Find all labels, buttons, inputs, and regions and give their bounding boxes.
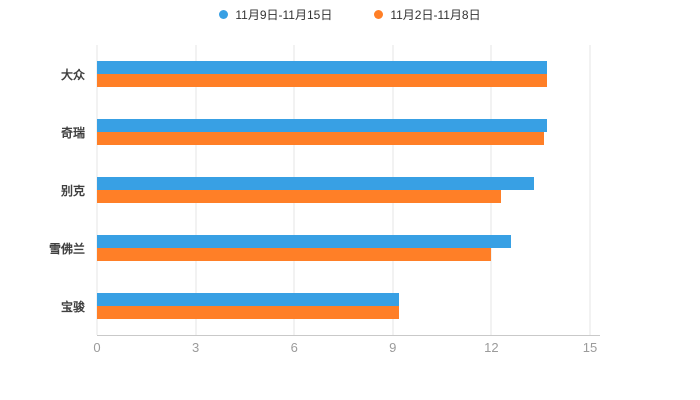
legend-dot-blue-icon (219, 10, 229, 19)
legend-item-week2[interactable]: 11月9日-11月15日 (219, 6, 332, 23)
x-axis-line (97, 335, 600, 336)
bar[interactable] (97, 306, 400, 319)
bar[interactable] (97, 61, 548, 74)
category-row: 大众 (0, 45, 590, 103)
bar-group (97, 293, 590, 319)
bar-group (97, 119, 590, 145)
bar[interactable] (97, 74, 548, 87)
x-tick-label: 12 (484, 340, 499, 355)
category-label: 雪佛兰 (48, 241, 85, 256)
bar-group (97, 61, 590, 87)
bar[interactable] (97, 177, 535, 190)
x-tick-label: 9 (389, 340, 397, 355)
x-tick-label: 15 (582, 340, 598, 355)
bar[interactable] (97, 132, 544, 145)
category-row: 别克 (0, 161, 590, 219)
bar[interactable] (97, 248, 492, 261)
bar[interactable] (97, 190, 502, 203)
category-label: 大众 (60, 67, 85, 82)
x-tick-label: 6 (290, 340, 298, 355)
bar[interactable] (97, 235, 512, 248)
x-tick-label: 3 (191, 340, 200, 355)
category-label: 别克 (60, 183, 85, 198)
bar[interactable] (97, 293, 400, 306)
category-row: 奇瑞 (0, 103, 590, 161)
x-tick-label: 0 (93, 340, 101, 355)
gridline (589, 45, 591, 335)
legend: 11月9日-11月15日 11月2日-11月8日 (0, 6, 700, 23)
legend-label-week1: 11月2日-11月8日 (390, 8, 481, 22)
legend-dot-orange-icon (374, 10, 384, 19)
category-label: 奇瑞 (60, 125, 85, 140)
legend-label-week2: 11月9日-11月15日 (235, 8, 333, 22)
category-label: 宝骏 (60, 299, 85, 314)
rows: 大众奇瑞别克雪佛兰宝骏 (0, 45, 590, 335)
legend-item-week1[interactable]: 11月2日-11月8日 (374, 6, 481, 23)
x-axis-ticks: 0 3 6 9 12 15 (93, 340, 597, 360)
plot-area: 大众奇瑞别克雪佛兰宝骏 (0, 45, 700, 335)
bar-group (97, 177, 590, 203)
bar-group (97, 235, 590, 261)
category-row: 雪佛兰 (0, 219, 590, 277)
category-row: 宝骏 (0, 277, 590, 335)
bar[interactable] (97, 119, 548, 132)
